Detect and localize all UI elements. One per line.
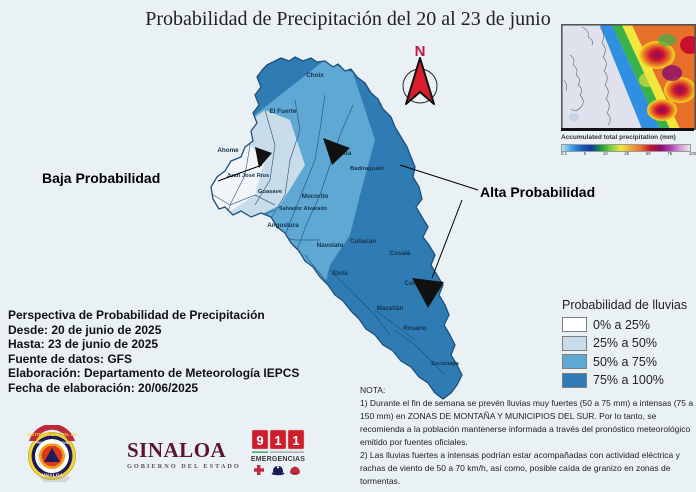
svg-text:Culiacán: Culiacán bbox=[350, 238, 376, 245]
svg-text:Elota: Elota bbox=[332, 270, 348, 277]
svg-text:EMERGENCIAS: EMERGENCIAS bbox=[251, 456, 305, 463]
svg-text:El Fuerte: El Fuerte bbox=[270, 108, 297, 115]
svg-text:Rosario: Rosario bbox=[403, 325, 427, 332]
svg-text:Ahome: Ahome bbox=[217, 147, 239, 154]
svg-text:Juan José Ríos: Juan José Ríos bbox=[227, 173, 270, 179]
svg-text:Concordia: Concordia bbox=[404, 280, 436, 287]
svg-text:Badiraguato: Badiraguato bbox=[350, 166, 384, 172]
svg-text:Salvador Alvarado: Salvador Alvarado bbox=[279, 206, 328, 212]
svg-text:Guasave: Guasave bbox=[258, 189, 283, 195]
svg-text:1: 1 bbox=[274, 433, 281, 448]
svg-text:Escuinapa: Escuinapa bbox=[431, 361, 459, 367]
svg-text:INSTITUTO ESTATAL DE: INSTITUTO ESTATAL DE bbox=[27, 432, 77, 437]
svg-text:9: 9 bbox=[256, 433, 263, 448]
svg-text:Mocorito: Mocorito bbox=[302, 193, 329, 200]
svg-text:Choix: Choix bbox=[306, 72, 324, 79]
svg-text:Sinaloa: Sinaloa bbox=[329, 150, 352, 157]
svg-text:Angostura: Angostura bbox=[267, 222, 299, 229]
svg-text:Cosalá: Cosalá bbox=[390, 250, 411, 257]
svg-text:Navolato: Navolato bbox=[317, 242, 344, 249]
svg-text:Mazatlán: Mazatlán bbox=[377, 305, 404, 312]
svg-text:1: 1 bbox=[292, 433, 299, 448]
